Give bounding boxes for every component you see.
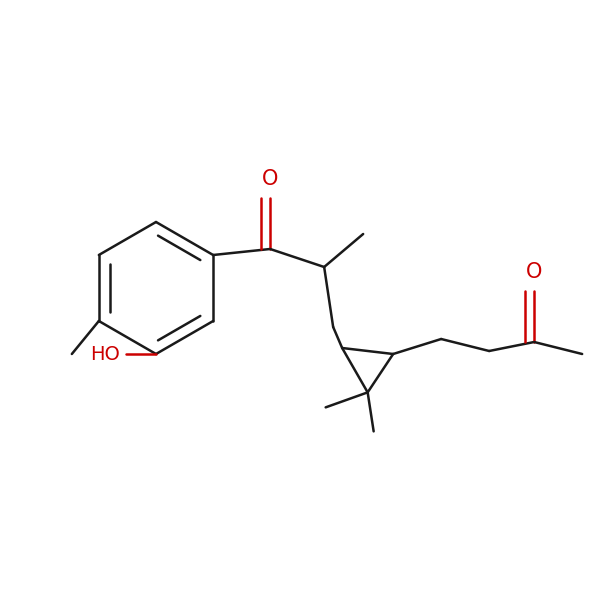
Text: O: O (526, 262, 542, 282)
Text: HO: HO (90, 344, 120, 364)
Text: O: O (262, 169, 278, 189)
